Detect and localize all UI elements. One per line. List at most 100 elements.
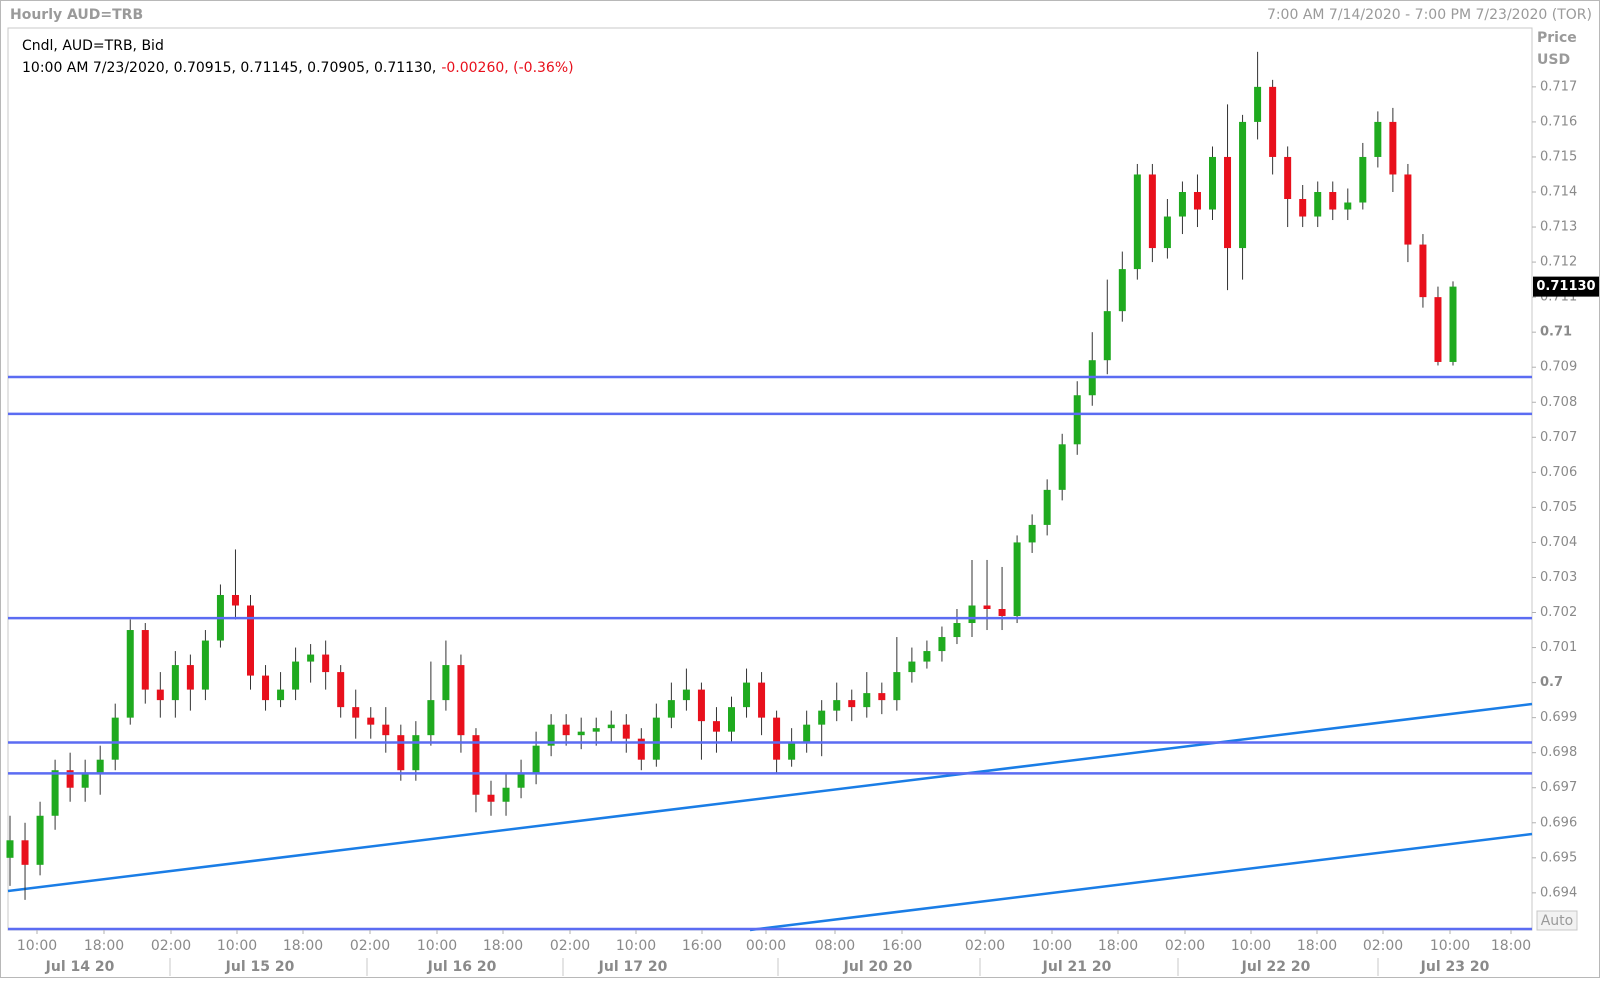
candle-body [697, 689, 705, 722]
x-tick-label: 10:00 [17, 938, 57, 954]
candle-body [412, 735, 420, 771]
date-label: Jul 22 20 [1241, 959, 1311, 975]
y-tick-label: 0.713 [1540, 220, 1577, 235]
x-tick-label: 18:00 [1297, 938, 1337, 954]
legend-values: 10:00 AM 7/23/2020, 0.70915, 0.71145, 0.… [22, 60, 574, 76]
auto-button[interactable] [1536, 910, 1578, 931]
candle-body [382, 724, 390, 736]
candle-body [1013, 542, 1021, 617]
date-label: Jul 20 20 [843, 959, 913, 975]
candle-body [577, 731, 585, 736]
candle-body [682, 689, 690, 701]
date-label: Jul 21 20 [1042, 959, 1112, 975]
x-tick-label: 02:00 [1363, 938, 1403, 954]
candle-body [186, 665, 194, 690]
candle-body [758, 682, 766, 718]
candle-body [322, 654, 330, 673]
x-tick-label: 16:00 [882, 938, 922, 954]
candle-body [292, 661, 300, 690]
candle-body [427, 700, 435, 736]
legend-ohlc: 10:00 AM 7/23/2020, 0.70915, 0.71145, 0.… [22, 60, 436, 76]
candle-body [307, 654, 315, 662]
y-axis-title: Price [1537, 30, 1577, 46]
candle-body [277, 689, 285, 701]
x-tick-label: 18:00 [283, 938, 323, 954]
x-tick-label: 08:00 [815, 938, 855, 954]
candle-body [1193, 192, 1201, 210]
candle-body [397, 735, 405, 771]
y-tick-label: 0.71 [1540, 325, 1572, 340]
candle-body [818, 710, 826, 725]
x-tick-label: 10:00 [1032, 938, 1072, 954]
candle-body [1329, 192, 1337, 210]
candle-body [743, 682, 751, 708]
y-tick-label: 0.701 [1540, 640, 1577, 655]
date-label: Jul 17 20 [598, 959, 668, 975]
candle-body [111, 717, 119, 760]
candle-body [367, 717, 375, 725]
candle-body [126, 630, 134, 718]
candle-body [1028, 524, 1036, 543]
candle-body [637, 738, 645, 760]
x-tick-label: 16:00 [682, 938, 722, 954]
candle-body [652, 717, 660, 760]
y-tick-label: 0.715 [1540, 149, 1577, 164]
candle-body [1419, 244, 1427, 298]
candle-body [1314, 192, 1322, 217]
candle-body [1058, 444, 1066, 490]
candle-body [457, 665, 465, 736]
header-range: 7:00 AM 7/14/2020 - 7:00 PM 7/23/2020 (T… [1267, 7, 1592, 23]
candle-body [833, 700, 841, 711]
candle-body [1254, 86, 1262, 122]
y-tick-label: 0.7 [1540, 675, 1563, 690]
candle-body [607, 724, 615, 729]
y-tick-label: 0.716 [1540, 114, 1577, 129]
date-label: Jul 16 20 [427, 959, 497, 975]
y-tick-label: 0.712 [1540, 255, 1577, 270]
candle-body [848, 700, 856, 708]
x-tick-label: 02:00 [1165, 938, 1205, 954]
candle-body [487, 794, 495, 802]
candle-body [352, 707, 360, 718]
candle-body [622, 724, 630, 739]
x-tick-label: 18:00 [1491, 938, 1531, 954]
candle-body [1449, 286, 1457, 362]
y-tick-label: 0.694 [1540, 885, 1577, 900]
candle-body [667, 700, 675, 718]
candle-body [532, 745, 540, 774]
x-tick-label: 02:00 [965, 938, 1005, 954]
candle-body [1299, 199, 1307, 217]
candle-body [472, 735, 480, 795]
candle-body [773, 717, 781, 760]
y-tick-label: 0.717 [1540, 79, 1577, 94]
candle-body [1163, 216, 1171, 249]
candle-body [156, 689, 164, 701]
candle-body [247, 605, 254, 676]
marks [6, 51, 1457, 900]
y-tick-label: 0.714 [1540, 185, 1577, 200]
candle-body [1359, 156, 1367, 203]
date-label: Jul 15 20 [225, 959, 295, 975]
x-tick-label: 02:00 [350, 938, 390, 954]
candle-body [1103, 311, 1111, 361]
candle-body [953, 623, 961, 638]
y-tick-label: 0.706 [1540, 465, 1577, 480]
last-price-box [1533, 276, 1599, 297]
candle-body [1148, 174, 1156, 249]
candle-body [1209, 156, 1216, 210]
y-tick-label: 0.699 [1540, 710, 1577, 725]
x-tick-label: 10:00 [1430, 938, 1470, 954]
candle-body [878, 693, 886, 701]
candle-body [1404, 174, 1412, 245]
candle-body [923, 651, 931, 662]
y-tick-label: 0.708 [1540, 395, 1577, 410]
candle-body [262, 675, 270, 701]
candle-body [1178, 192, 1186, 217]
y-tick-label: 0.703 [1540, 570, 1577, 585]
candle-body [51, 770, 59, 816]
auto-label[interactable]: Auto [1541, 913, 1574, 929]
candle-body [998, 609, 1006, 617]
candle-body [728, 707, 735, 732]
date-label: Jul 23 20 [1420, 959, 1490, 975]
